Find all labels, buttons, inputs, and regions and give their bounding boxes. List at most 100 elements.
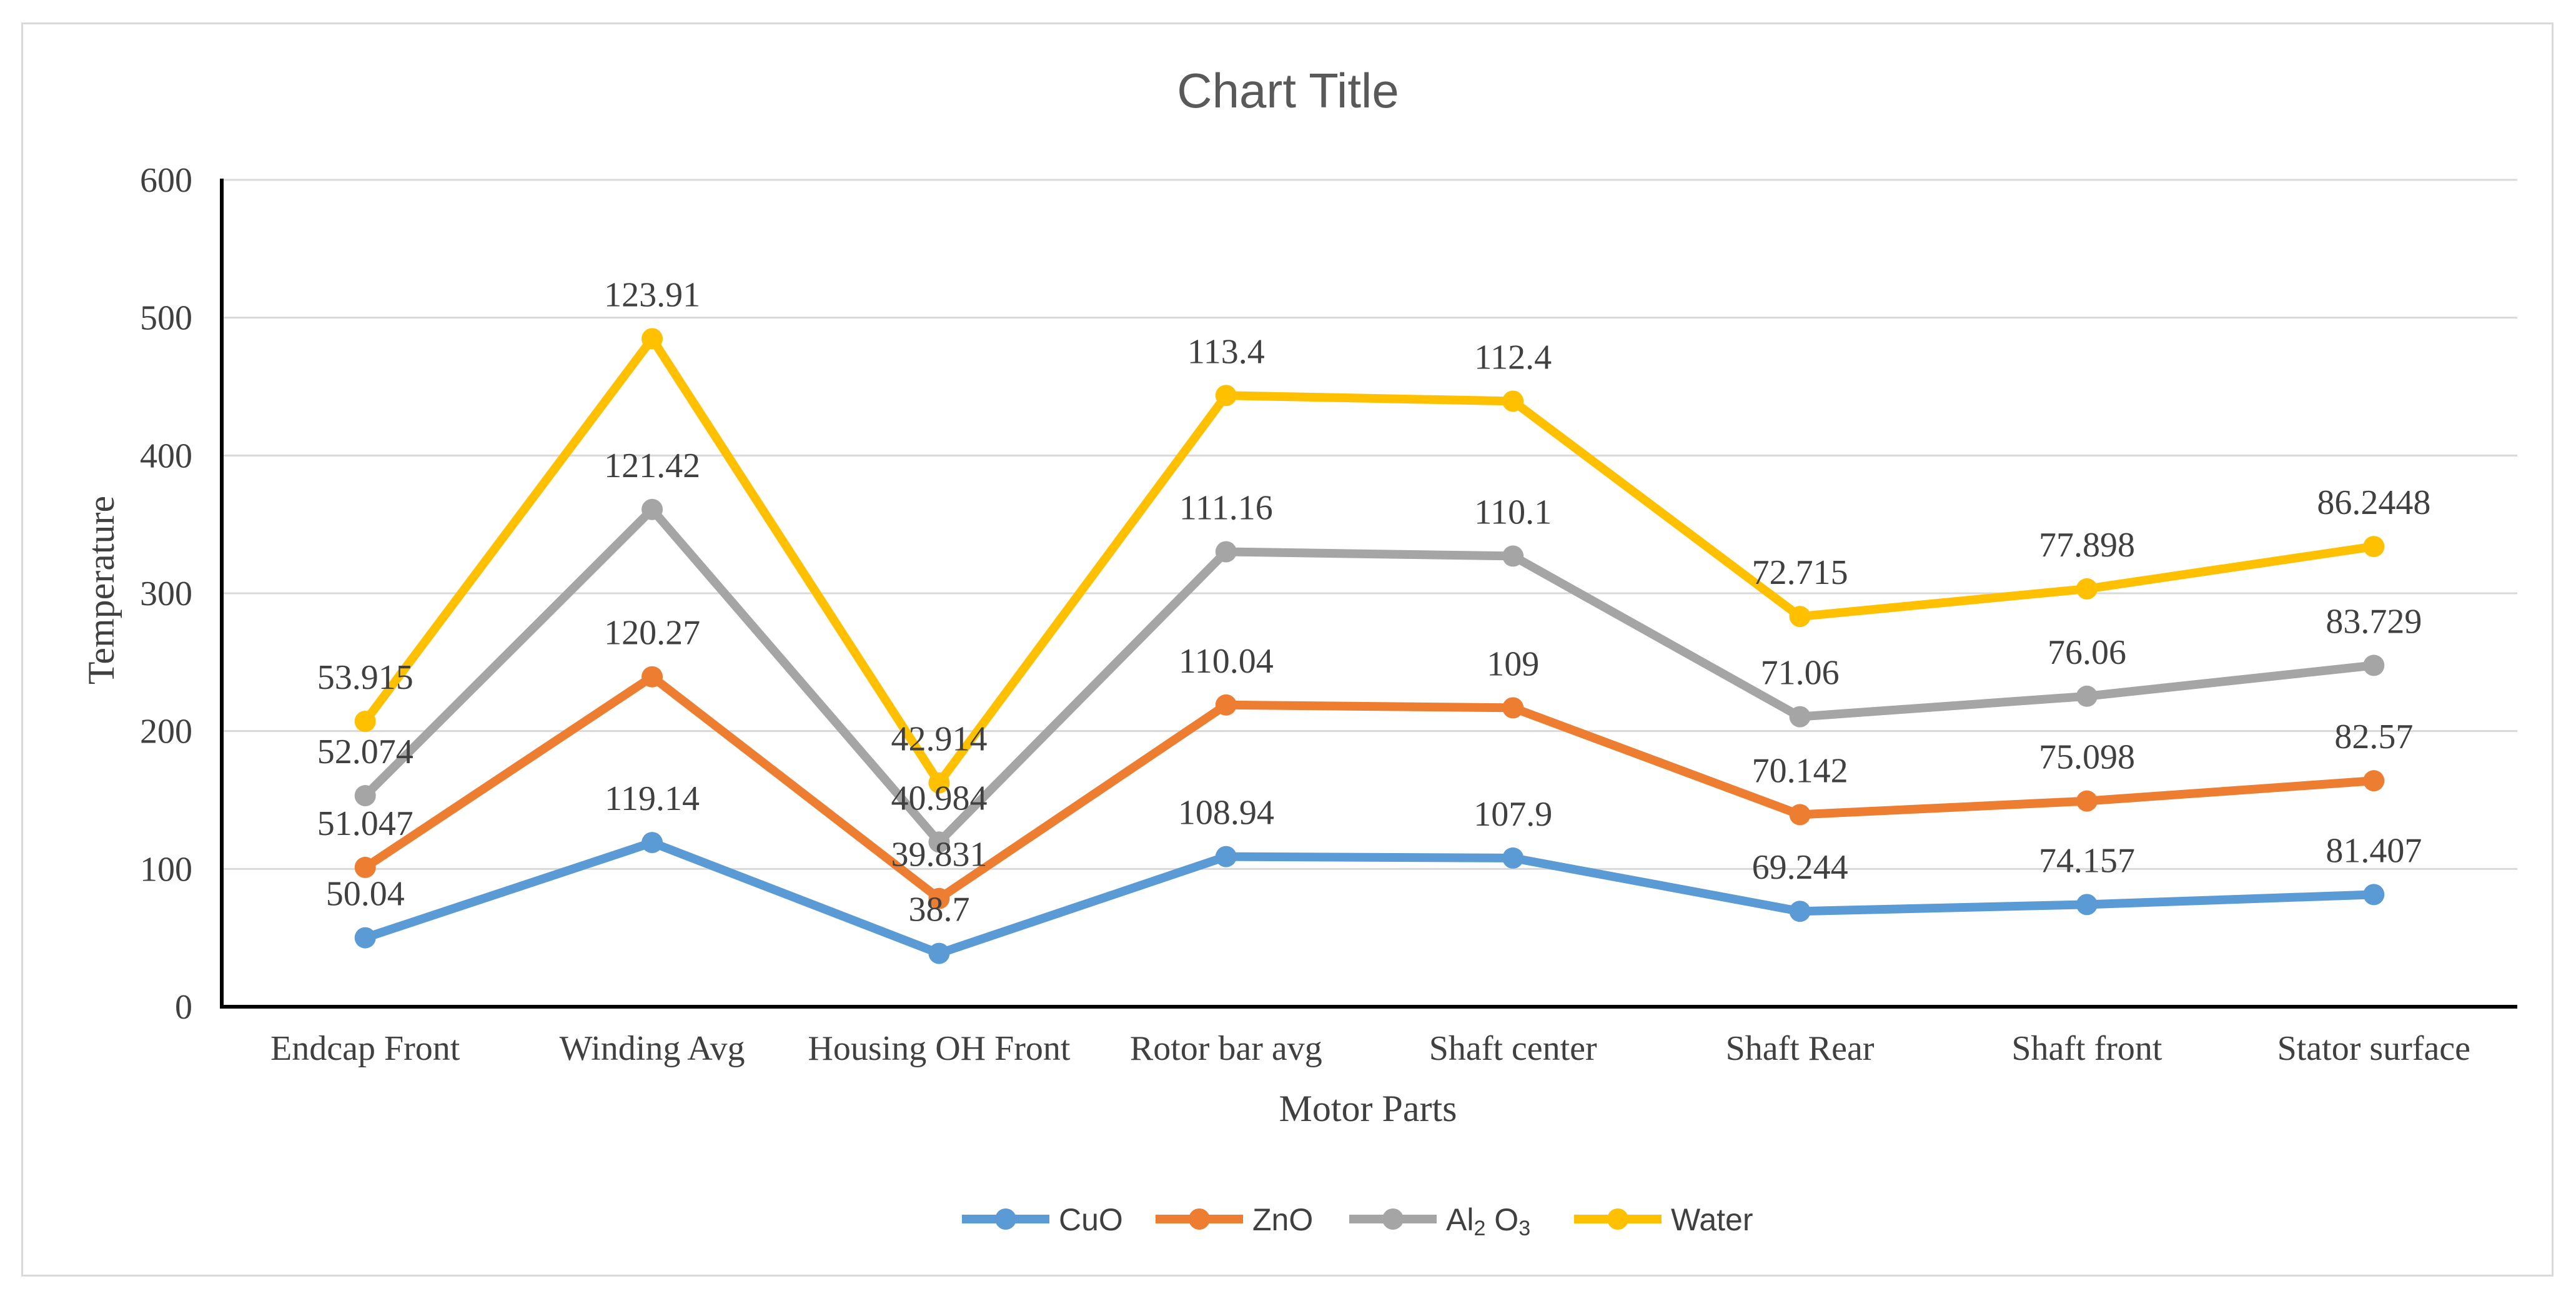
data-point [928, 831, 950, 853]
data-point [642, 832, 663, 854]
data-label: 76.06 [2048, 633, 2126, 672]
data-label: 110.04 [1179, 642, 1274, 681]
legend-label: ZnO [1252, 1202, 1313, 1237]
x-tick-label: Shaft Rear [1726, 1029, 1875, 1068]
data-point [354, 711, 376, 733]
data-label: 77.898 [2039, 526, 2135, 565]
data-label: 86.2448 [2317, 483, 2430, 522]
data-point [2076, 685, 2098, 707]
axes: 0 100 200 300 400 500 600 Endcap Front Winding A… [140, 161, 2517, 1068]
legend-item: ZnO [1156, 1202, 1313, 1237]
x-tick-label: Rotor bar avg [1130, 1029, 1322, 1068]
y-tick-label: 500 [140, 299, 192, 338]
gridlines [222, 179, 2517, 870]
data-point [2363, 884, 2385, 906]
data-label: 107.9 [1474, 795, 1552, 834]
data-label: 39.831 [891, 836, 987, 874]
legend-label: Al2 O3 [1446, 1202, 1530, 1240]
data-point [1215, 385, 1237, 407]
data-label: 83.729 [2326, 602, 2422, 641]
data-label: 42.914 [891, 720, 987, 759]
data-point [1789, 706, 1811, 728]
legend-swatch-marker [1607, 1208, 1628, 1230]
data-point [2076, 578, 2098, 600]
data-point [1789, 901, 1811, 922]
data-label: 38.7 [908, 891, 969, 929]
y-axis-title: Temperature [81, 496, 122, 684]
data-point [928, 887, 950, 909]
series-lines [354, 328, 2385, 964]
data-label: 40.984 [891, 779, 987, 817]
legend-item: CuO [962, 1202, 1123, 1237]
data-label: 72.715 [1752, 553, 1848, 592]
legend-label: Water [1671, 1202, 1753, 1237]
data-point [1789, 804, 1811, 826]
legend-swatch-marker [995, 1208, 1016, 1230]
data-point [2363, 654, 2385, 676]
x-tick-label: Endcap Front [270, 1029, 460, 1068]
data-point [1215, 541, 1237, 563]
data-label: 123.91 [604, 275, 700, 314]
data-point [1215, 694, 1237, 716]
legend-item: Water [1574, 1202, 1753, 1237]
data-label: 109 [1487, 645, 1539, 683]
data-label: 110.1 [1474, 493, 1552, 531]
data-label: 75.098 [2039, 738, 2135, 777]
legend: CuO ZnO Al2 O3 Water [962, 1202, 1753, 1240]
x-tick-label: Shaft front [2011, 1029, 2162, 1068]
data-label: 108.94 [1178, 794, 1274, 832]
y-tick-label: 200 [140, 713, 192, 751]
series-line [360, 334, 2379, 788]
data-label: 120.27 [604, 614, 700, 653]
legend-item: Al2 O3 [1349, 1202, 1530, 1240]
y-tick-label: 100 [140, 850, 192, 889]
data-label: 51.047 [317, 804, 414, 843]
x-axis-title: Motor Parts [1279, 1088, 1457, 1129]
data-point [1502, 545, 1524, 567]
data-point [928, 772, 950, 794]
y-tick-label: 400 [140, 437, 192, 475]
data-point [2363, 770, 2385, 792]
series-line [360, 838, 2379, 958]
data-point [1502, 390, 1524, 412]
series-line [360, 505, 2379, 847]
data-point [354, 927, 376, 949]
x-tick-label: Stator surface [2277, 1029, 2470, 1068]
y-tick-label: 0 [175, 988, 192, 1027]
data-point [2076, 894, 2098, 916]
data-point [642, 498, 663, 520]
data-point [642, 666, 663, 688]
legend-swatch-marker [1382, 1208, 1404, 1230]
series-line [360, 672, 2379, 903]
data-labels: 50.04 119.14 38.7 108.94 107.9 69.244 74.157 81… [317, 275, 2431, 929]
data-point [1502, 847, 1524, 869]
data-label: 113.4 [1187, 332, 1265, 371]
data-label: 71.06 [1761, 654, 1840, 693]
legend-swatch-marker [1189, 1208, 1210, 1230]
data-label: 121.42 [604, 447, 700, 485]
data-point [928, 942, 950, 964]
data-point [2076, 790, 2098, 812]
data-label: 50.04 [326, 875, 405, 914]
data-label: 119.14 [605, 779, 700, 818]
data-point [1502, 697, 1524, 719]
data-point [1789, 606, 1811, 628]
chart-title: Chart Title [1177, 63, 1399, 118]
data-label: 81.407 [2326, 831, 2422, 870]
data-point [354, 785, 376, 807]
data-label: 52.074 [317, 733, 414, 771]
chart-frame [21, 22, 2554, 1277]
x-tick-label: Winding Avg [560, 1029, 745, 1068]
data-point [642, 328, 663, 350]
data-point [354, 856, 376, 878]
x-tick-label: Housing OH Front [808, 1029, 1070, 1068]
data-label: 69.244 [1752, 848, 1848, 887]
y-tick-label: 300 [140, 575, 192, 613]
data-label: 70.142 [1752, 751, 1848, 790]
data-label: 112.4 [1474, 338, 1552, 377]
data-point [2363, 536, 2385, 558]
data-label: 111.16 [1179, 488, 1273, 527]
data-label: 82.57 [2334, 718, 2413, 756]
data-label: 53.915 [317, 658, 414, 697]
